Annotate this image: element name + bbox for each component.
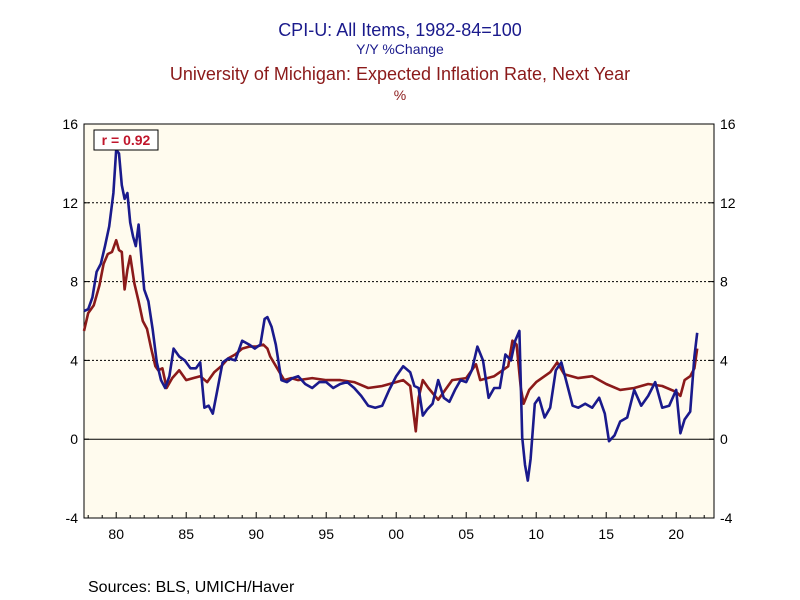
x-tick-label: 10 <box>528 526 544 542</box>
y-tick-label-left: 4 <box>70 352 78 368</box>
y-tick-label-right: 0 <box>720 431 728 447</box>
correlation-label-box <box>93 129 159 151</box>
chart-title-line1: CPI-U: All Items, 1982-84=100 <box>278 20 522 40</box>
x-axis: 80 85 90 95 00 05 10 15 20 <box>87 512 705 542</box>
x-tick-label: 20 <box>668 526 684 542</box>
y-axis-left: -4 0 4 8 12 16 <box>62 116 89 526</box>
series-line-umich-expectations <box>82 238 699 433</box>
y-tick-label-left: 12 <box>62 195 78 211</box>
chart-title-line4: % <box>394 87 406 103</box>
y-tick-label-right: 12 <box>720 195 736 211</box>
x-tick-label: 95 <box>318 526 334 542</box>
chart-title-line2: Y/Y %Change <box>356 41 444 57</box>
series-line-cpi <box>83 148 699 482</box>
x-tick-label: 15 <box>598 526 614 542</box>
y-tick-label-left: 16 <box>62 116 78 132</box>
source-note: Sources: BLS, UMICH/Haver <box>88 579 295 596</box>
y-tick-label-right: 8 <box>720 274 728 290</box>
y-tick-label-right: 4 <box>720 352 728 368</box>
plot-area <box>83 123 715 519</box>
y-tick-label-left: 8 <box>70 274 78 290</box>
y-tick-label-right: -4 <box>720 510 733 526</box>
chart-title-line3: University of Michigan: Expected Inflati… <box>170 64 630 84</box>
series-lines <box>82 148 699 482</box>
y-axis-right: -4 0 4 8 12 16 <box>709 116 736 526</box>
x-tick-label: 85 <box>178 526 194 542</box>
x-tick-label: 80 <box>108 526 124 542</box>
y-tick-label-left: -4 <box>66 510 79 526</box>
x-tick-label: 90 <box>248 526 264 542</box>
y-tick-label-right: 16 <box>720 116 736 132</box>
correlation-label: r = 0.92 <box>102 132 151 148</box>
x-tick-label: 00 <box>388 526 404 542</box>
y-tick-label-left: 0 <box>70 431 78 447</box>
x-tick-label: 05 <box>458 526 474 542</box>
